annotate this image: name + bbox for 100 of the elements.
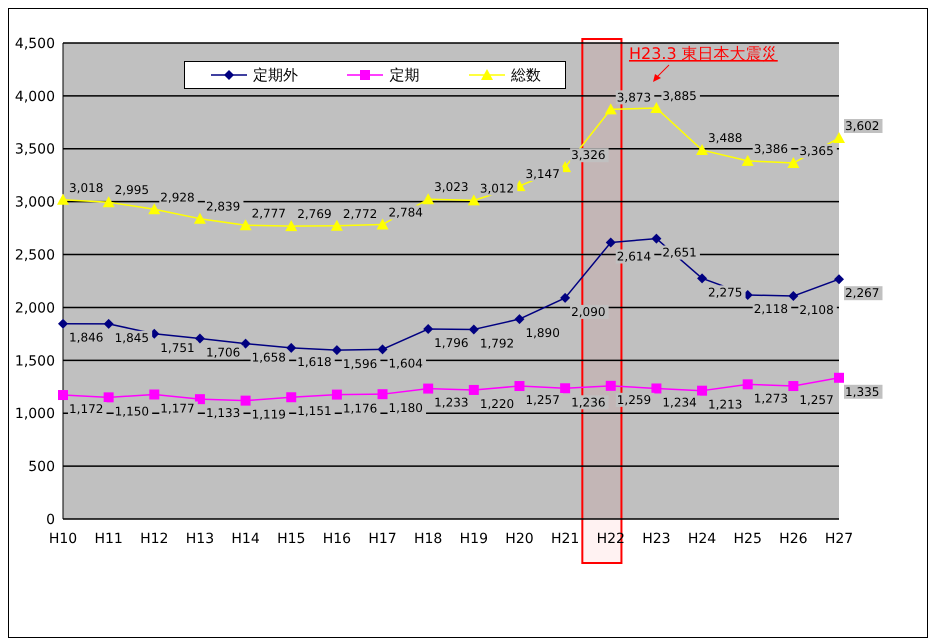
point	[560, 383, 570, 394]
point	[330, 220, 343, 231]
point	[422, 193, 434, 204]
point	[606, 380, 616, 391]
data-label: 1,658	[252, 350, 286, 365]
point	[102, 196, 115, 208]
data-label: 3,602	[845, 118, 880, 133]
data-label: 1,890	[525, 326, 560, 340]
data-label: 1,220	[480, 396, 514, 411]
data-label: 1,596	[342, 357, 378, 372]
data-label: 2,772	[342, 206, 378, 221]
legend-label: 定期外	[252, 66, 298, 84]
data-label: 1,233	[434, 396, 469, 410]
point	[423, 324, 434, 334]
y-tick-label: 1,000	[14, 406, 55, 422]
point	[194, 212, 206, 224]
point	[104, 318, 114, 329]
data-label: 1,796	[434, 336, 469, 350]
data-label: 1,792	[480, 336, 514, 350]
data-label: 1,133	[206, 406, 240, 420]
data-label: 2,275	[708, 285, 742, 300]
x-tick-label: H26	[779, 530, 808, 547]
data-label: 2,769	[297, 207, 332, 222]
annotation: H23.3 東日本大震災	[629, 44, 778, 63]
point	[149, 390, 160, 400]
data-label: 3,885	[662, 89, 697, 104]
legend-label: 総数	[510, 66, 542, 84]
point	[833, 132, 845, 143]
point	[240, 219, 252, 230]
y-tick-label: 0	[46, 512, 55, 528]
legend-label: 定期	[388, 66, 420, 84]
data-label: 3,023	[434, 180, 469, 194]
data-label: 2,108	[799, 303, 834, 318]
x-tick-label: H18	[414, 530, 442, 547]
point	[697, 386, 708, 396]
data-label: 2,928	[160, 190, 195, 204]
x-tick-label: H12	[140, 530, 168, 547]
point	[742, 154, 754, 166]
y-tick-label: 1,500	[14, 353, 55, 370]
data-label: 1,176	[342, 402, 378, 416]
point	[240, 338, 251, 349]
data-label: 1,604	[388, 356, 423, 370]
point	[423, 384, 434, 394]
data-label: 1,273	[754, 391, 788, 406]
data-label: 1,150	[114, 404, 150, 418]
point	[194, 394, 205, 404]
data-label: 3,386	[754, 142, 788, 156]
x-tick-label: H17	[368, 530, 397, 547]
x-tick-label: H23	[642, 530, 671, 547]
data-label: 2,839	[206, 200, 240, 214]
x-tick-label: H24	[688, 530, 716, 547]
point	[286, 342, 296, 353]
point	[650, 102, 662, 114]
point	[742, 379, 753, 390]
point	[606, 237, 616, 248]
data-label: 3,365	[799, 144, 834, 158]
y-tick-label: 4,000	[14, 88, 55, 105]
point	[468, 324, 479, 334]
point	[651, 383, 662, 394]
data-label: 1,706	[206, 346, 240, 360]
x-tick-label: H20	[505, 530, 534, 547]
data-label: 1,845	[114, 330, 150, 345]
data-label: 3,018	[69, 180, 104, 195]
x-tick-label: H19	[460, 530, 488, 547]
x-tick-label: H13	[186, 530, 214, 547]
y-tick-label: 2,500	[14, 248, 55, 264]
point	[560, 292, 570, 303]
point	[788, 291, 798, 302]
point	[788, 381, 798, 392]
data-label: 1,257	[525, 393, 560, 408]
data-label: 3,012	[480, 181, 514, 196]
data-label: 1,119	[252, 408, 286, 422]
point	[57, 194, 69, 205]
point	[148, 203, 160, 214]
y-tick-label: 500	[28, 459, 55, 476]
data-label: 1,180	[388, 401, 423, 416]
point	[58, 318, 68, 329]
point	[834, 372, 844, 383]
y-tick-label: 2,000	[14, 300, 55, 316]
x-tick-label: H16	[322, 530, 352, 547]
data-label: 1,335	[845, 384, 880, 399]
point	[285, 220, 298, 232]
point	[651, 234, 662, 244]
point	[378, 389, 388, 400]
data-label: 1,259	[616, 392, 652, 407]
point	[468, 194, 480, 206]
data-label: 2,995	[114, 183, 150, 198]
data-label: 2,651	[662, 246, 697, 260]
data-label: 2,784	[388, 206, 423, 220]
point	[240, 396, 251, 406]
x-tick-label: H15	[277, 530, 306, 547]
data-label: 1,172	[69, 402, 104, 416]
point	[376, 218, 389, 230]
data-label: 1,213	[708, 398, 742, 412]
data-label: 1,618	[297, 354, 332, 369]
data-label: 1,151	[297, 404, 332, 418]
point	[514, 314, 524, 324]
point	[468, 384, 479, 395]
data-label: 3,488	[708, 131, 742, 146]
x-tick-label: H25	[734, 530, 762, 547]
